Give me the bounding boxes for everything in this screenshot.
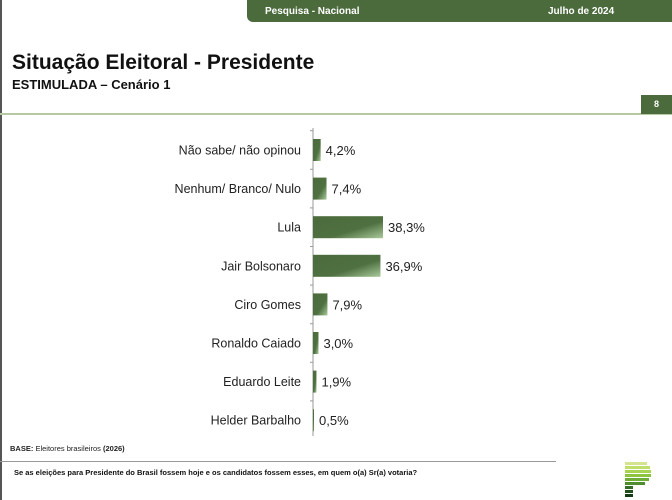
data-label: 7,9%: [332, 297, 362, 312]
data-label: 0,5%: [319, 413, 349, 428]
category-label: Não sabe/ não opinou: [179, 144, 301, 158]
data-label: 38,3%: [388, 220, 425, 235]
category-label: Ciro Gomes: [234, 298, 301, 312]
logo: [625, 462, 651, 497]
bar: [313, 293, 328, 316]
left-border: [0, 0, 2, 500]
footer-divider: [0, 461, 556, 462]
bar: [313, 216, 383, 239]
bar: [313, 177, 327, 200]
survey-name: Pesquisa - Nacional: [265, 6, 360, 17]
bar: [313, 139, 321, 161]
category-label: Ronaldo Caiado: [211, 337, 301, 351]
page-title: Situação Eleitoral - Presidente: [12, 51, 315, 74]
survey-question: Se as eleições para Presidente do Brasil…: [14, 468, 418, 477]
category-label: Lula: [277, 221, 301, 235]
survey-date: Julho de 2024: [548, 6, 615, 17]
data-label: 4,2%: [326, 143, 356, 158]
category-label: Nenhum/ Branco/ Nulo: [175, 182, 302, 196]
data-label: 36,9%: [385, 259, 422, 274]
bar: [313, 409, 314, 432]
page-number: 8: [641, 95, 672, 114]
bar: [313, 370, 317, 393]
category-label: Jair Bolsonaro: [221, 259, 301, 273]
data-label: 7,4%: [332, 182, 362, 197]
header-bar: Pesquisa - Nacional Julho de 2024: [247, 0, 672, 22]
category-label: Eduardo Leite: [223, 375, 301, 389]
bar: [313, 332, 319, 354]
data-label: 3,0%: [323, 336, 353, 351]
base-note: BASE: Eleitores brasileiros (2026): [10, 444, 125, 453]
bar: [313, 254, 381, 277]
divider: [0, 113, 672, 115]
data-label: 1,9%: [321, 375, 351, 390]
category-label: Helder Barbalho: [211, 414, 301, 428]
page-subtitle: ESTIMULADA – Cenário 1: [12, 77, 171, 92]
